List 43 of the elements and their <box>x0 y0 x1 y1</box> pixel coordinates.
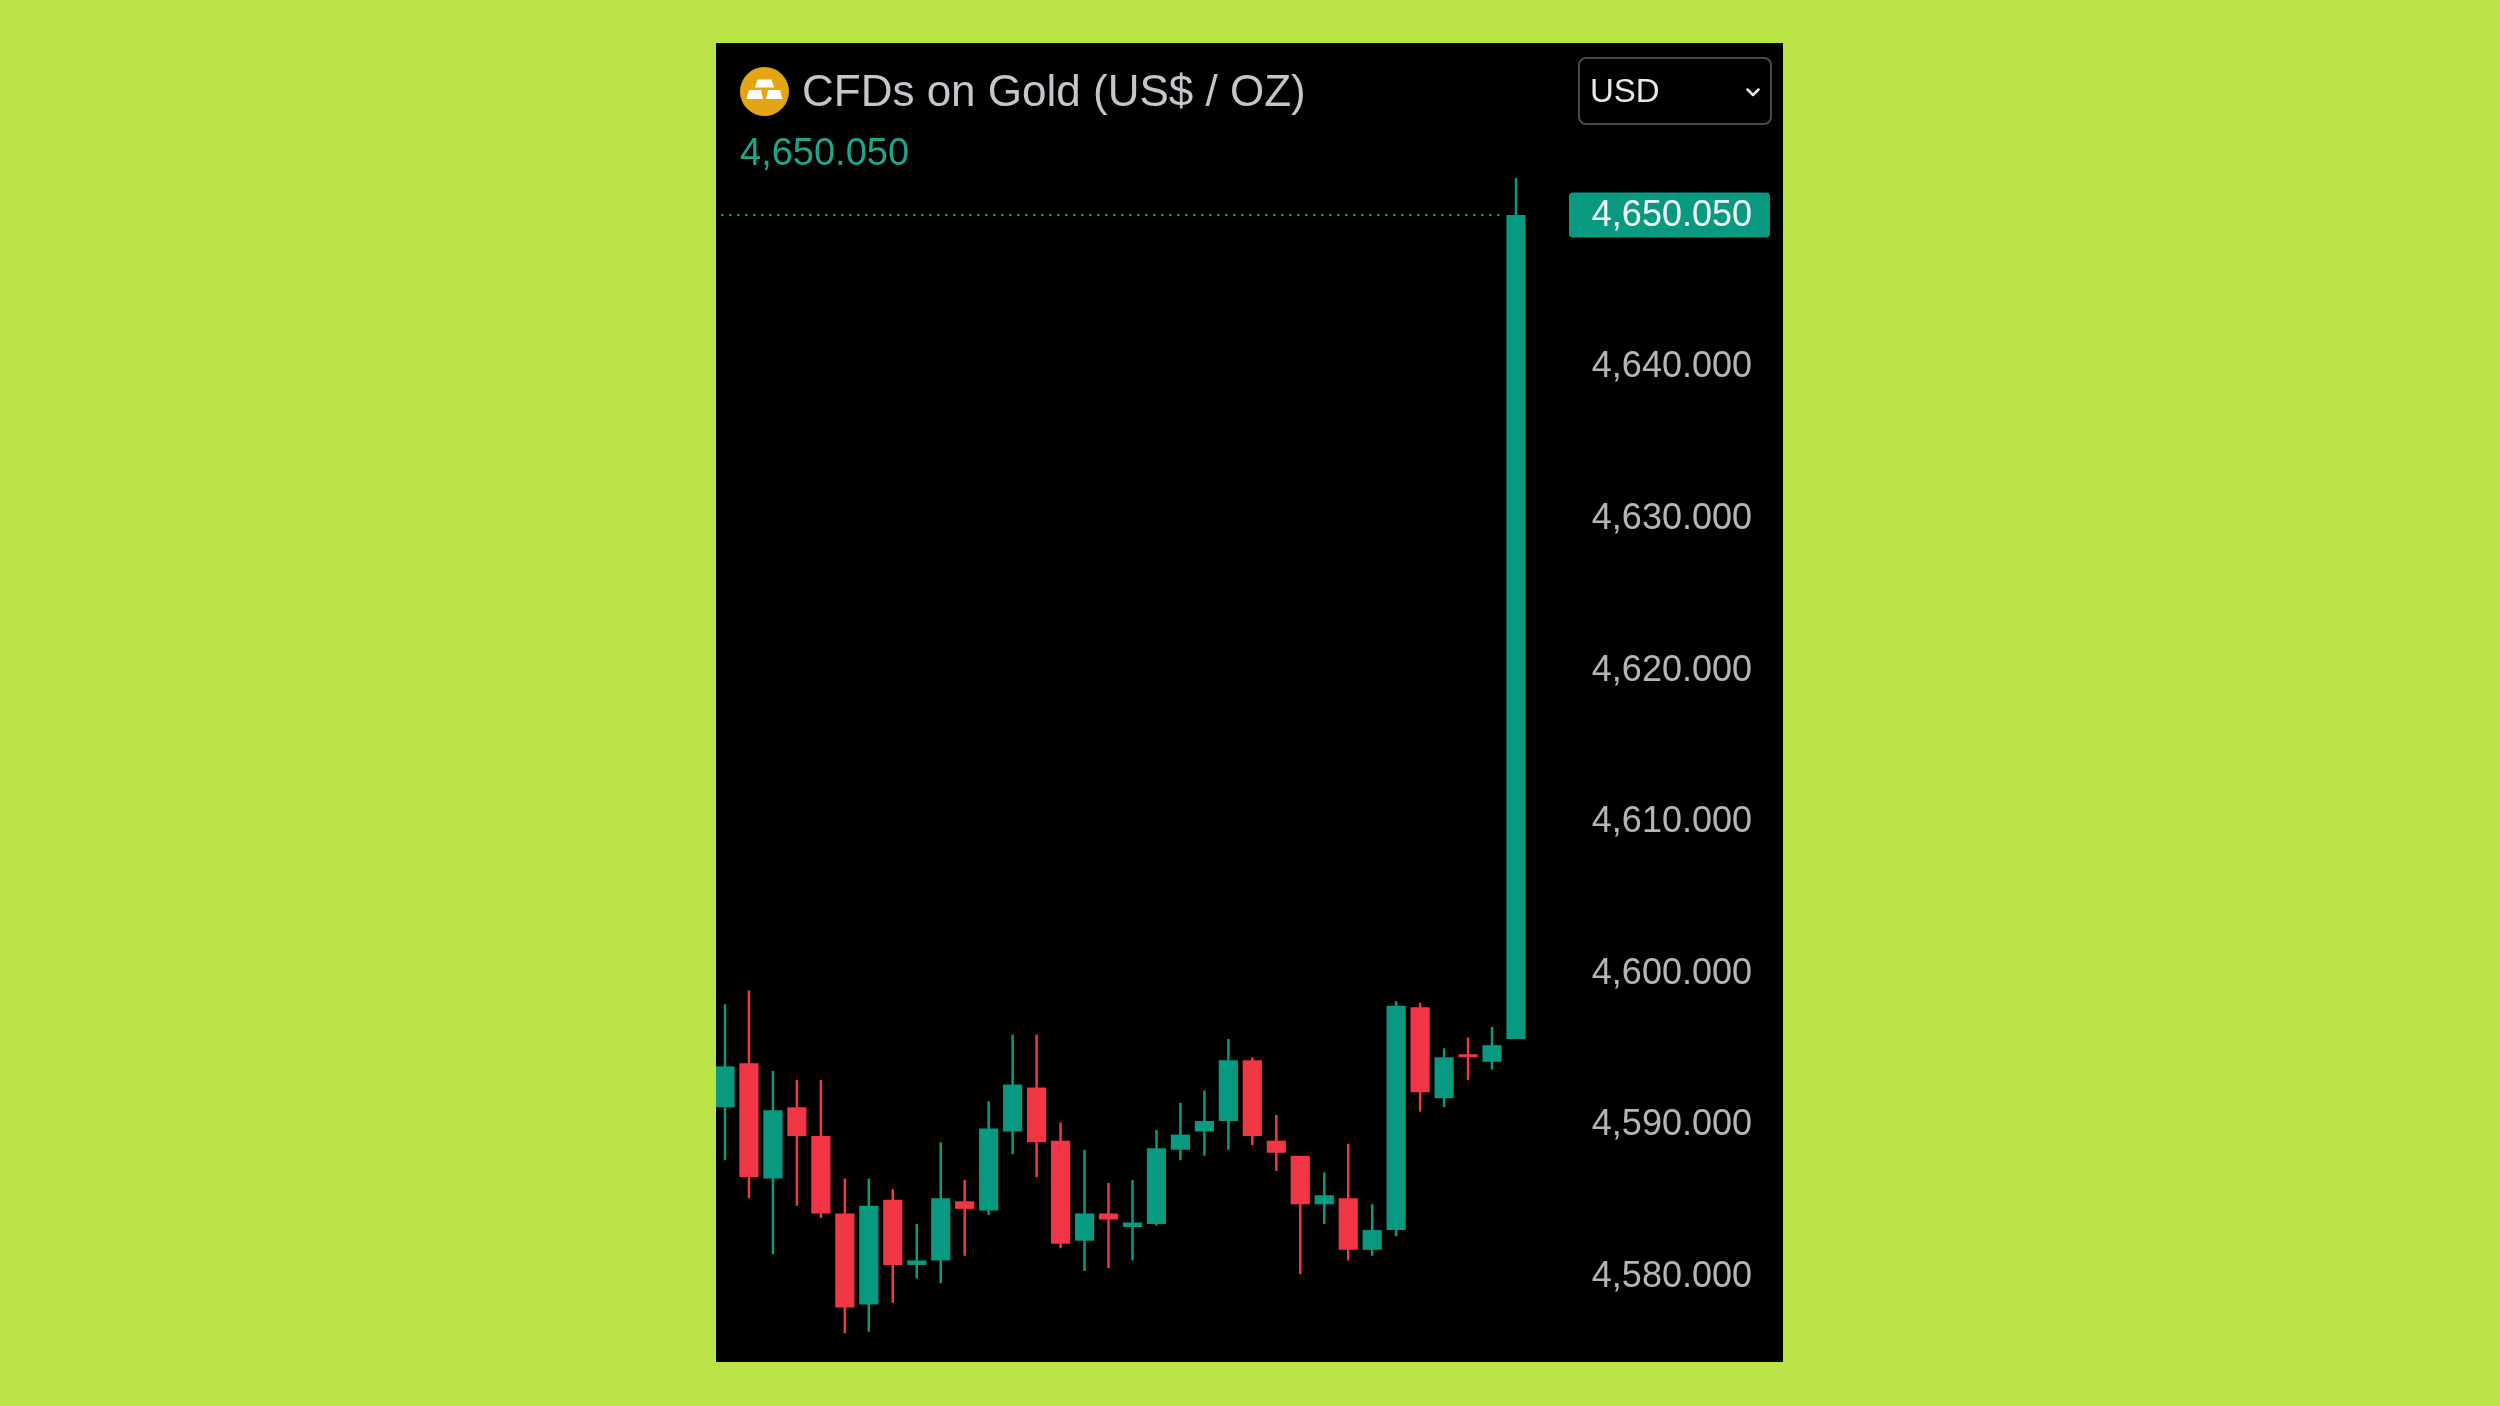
y-tick-label: 4,590.000 <box>1591 1102 1752 1144</box>
candlestick <box>1170 1101 1191 1162</box>
candlestick <box>1506 176 1526 1040</box>
candlestick <box>1003 1033 1023 1156</box>
candlestick <box>1074 1148 1095 1273</box>
candlestick <box>1362 1203 1382 1258</box>
candlestick <box>1218 1037 1238 1151</box>
y-tick-label: 4,640.000 <box>1591 344 1752 386</box>
candlestick <box>1338 1142 1358 1262</box>
candlestick <box>1050 1121 1071 1250</box>
candlestick <box>1290 1155 1310 1276</box>
candlestick <box>1266 1113 1286 1173</box>
text: USD <box>1590 72 1660 109</box>
candlestick <box>1027 1033 1047 1179</box>
candlestick <box>811 1078 831 1220</box>
candlestick <box>979 1099 999 1217</box>
text: 4,650.050 <box>740 130 910 174</box>
candlestick <box>1410 1001 1430 1114</box>
candlestick <box>787 1078 807 1208</box>
candlestick <box>1098 1181 1119 1270</box>
y-tick-label: 4,600.000 <box>1591 950 1752 992</box>
candlestick <box>1242 1056 1262 1147</box>
candlestick <box>1314 1171 1334 1226</box>
candlestick <box>835 1177 855 1335</box>
text: CFDs on Gold (US$ / OZ) <box>802 66 1306 116</box>
candlestick <box>1458 1036 1478 1082</box>
candlestick <box>763 1069 783 1256</box>
candlestick <box>1434 1046 1454 1109</box>
ref-line-label: 4,650.050 <box>1591 193 1752 234</box>
candlestick <box>1146 1128 1167 1227</box>
candlestick <box>739 989 759 1200</box>
candlestick <box>907 1222 927 1280</box>
candlestick <box>1194 1089 1214 1158</box>
candlestick <box>1482 1025 1502 1071</box>
candlestick <box>716 1002 735 1162</box>
y-tick-label: 4,580.000 <box>1591 1254 1752 1296</box>
y-tick-label: 4,630.000 <box>1591 495 1752 537</box>
y-tick-label: 4,610.000 <box>1591 799 1752 841</box>
candlestick <box>883 1187 903 1305</box>
candlestick <box>859 1177 879 1333</box>
candlestick <box>931 1140 951 1285</box>
y-tick-label: 4,620.000 <box>1591 647 1752 689</box>
candlestick <box>955 1178 975 1258</box>
